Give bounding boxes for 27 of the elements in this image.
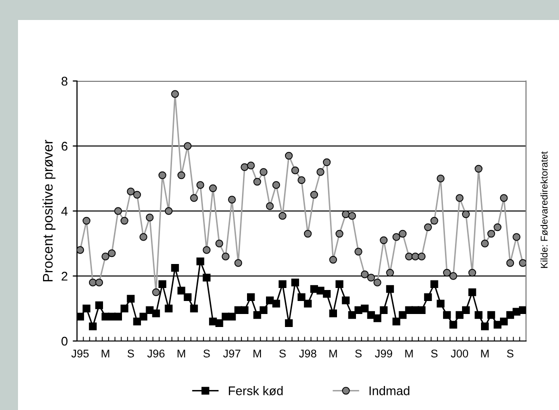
y-tick-label: 0 <box>62 336 68 346</box>
x-tick-label: S <box>355 350 362 358</box>
x-tick-label: S <box>279 350 286 358</box>
x-tick-label: J97 <box>223 350 240 358</box>
x-tick-label: J00 <box>450 350 468 358</box>
x-tick-label: S <box>203 350 210 358</box>
y-tick-label: 8 <box>62 76 68 86</box>
x-tick-label: M <box>178 350 186 358</box>
x-tick-label: M <box>254 350 261 358</box>
legend-label: Fersk kød <box>228 386 283 396</box>
y-tick-label: 4 <box>61 206 68 216</box>
y-tick-label: 2 <box>62 272 68 281</box>
y-tick-label: 6 <box>62 142 68 151</box>
x-tick-label: J96 <box>147 350 165 358</box>
x-tick-label: M <box>102 350 110 358</box>
x-tick-label: M <box>405 350 413 358</box>
x-tick-label: J95 <box>71 350 89 358</box>
text: Kilde: Fødevaredirektoratet <box>540 151 548 268</box>
legend-label: Indmad <box>370 386 410 396</box>
y-axis-title: Procent positive prøver <box>42 140 56 282</box>
x-tick-label: S <box>128 350 134 358</box>
x-tick-label: J98 <box>299 350 316 358</box>
x-tick-label: S <box>506 350 514 358</box>
x-tick-label: M <box>329 350 337 358</box>
x-tick-label: J99 <box>374 350 392 358</box>
x-tick-label: M <box>481 350 489 358</box>
x-tick-label: S <box>431 350 438 358</box>
